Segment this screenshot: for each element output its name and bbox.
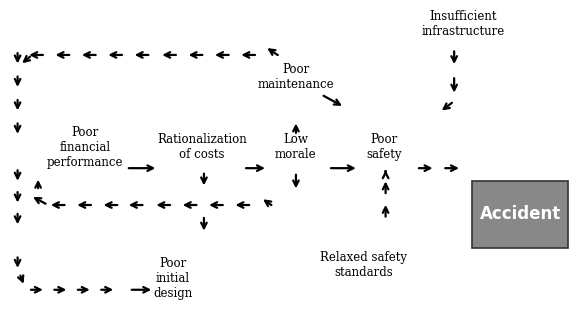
- Text: Rationalization
of costs: Rationalization of costs: [157, 133, 247, 161]
- Text: Relaxed safety
standards: Relaxed safety standards: [320, 251, 407, 279]
- Text: Insufficient
infrastructure: Insufficient infrastructure: [421, 10, 505, 38]
- Text: Poor
financial
performance: Poor financial performance: [47, 126, 123, 169]
- Text: Poor
safety: Poor safety: [366, 133, 401, 161]
- Text: Accident: Accident: [479, 205, 561, 223]
- FancyBboxPatch shape: [472, 181, 568, 248]
- Text: Poor
initial
design: Poor initial design: [154, 257, 192, 299]
- Text: Low
morale: Low morale: [275, 133, 317, 161]
- Text: Poor
maintenance: Poor maintenance: [258, 63, 334, 91]
